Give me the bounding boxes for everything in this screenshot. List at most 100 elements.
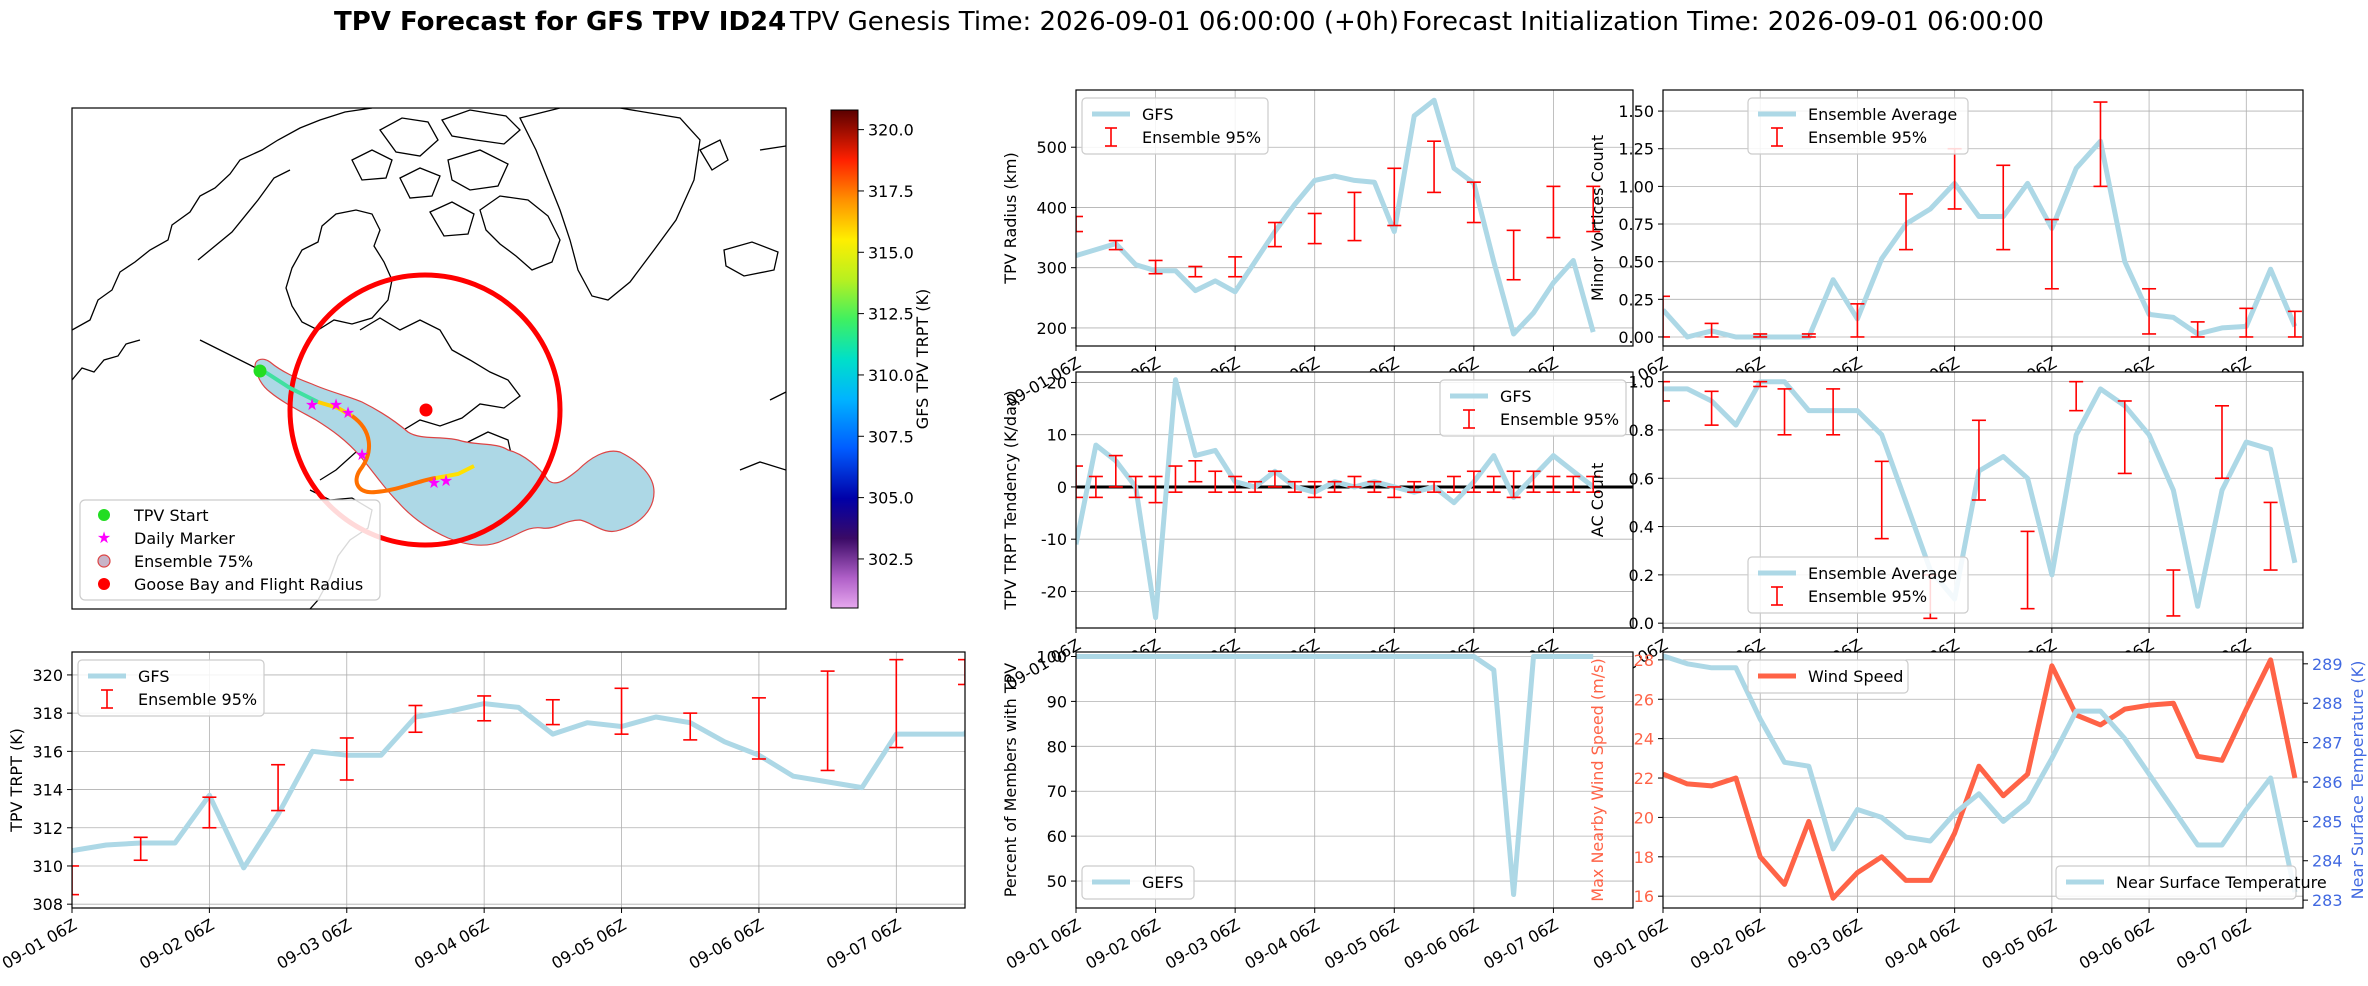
tendency-error-bars xyxy=(1076,454,1601,504)
trpt-ytick-label: 312 xyxy=(32,819,63,838)
wind-y2tick-label: 288 xyxy=(2312,694,2343,713)
radius-error-bar xyxy=(1267,221,1282,248)
minor-series-line xyxy=(1663,138,2298,340)
percent-ytick-label: 50 xyxy=(1047,872,1067,891)
trpt-xtick-label: 09-02 06Z xyxy=(136,915,217,973)
ac-grid xyxy=(1662,372,2303,628)
percent-plot-area xyxy=(1076,652,1633,908)
tendency-error-bar xyxy=(1367,480,1382,493)
percent-frame xyxy=(1075,651,1634,909)
wind-legend: Near Surface Temperature xyxy=(2055,865,2327,900)
tendency-error-bar xyxy=(1526,470,1541,493)
ensemble-patch-icon xyxy=(97,554,111,568)
minor-error-bar xyxy=(1850,303,1865,338)
trpt-error-bar xyxy=(133,836,148,862)
wind-xtick-label: 09-04 06Z xyxy=(1881,915,1962,973)
ac-legend-label: Ensemble 95% xyxy=(1808,587,1927,606)
minor-error-bar xyxy=(2190,321,2205,338)
minor-legend-label: Ensemble Average xyxy=(1808,105,1957,124)
percent-xtick-label: 09-06 06Z xyxy=(1401,915,1482,973)
ac-error-bar xyxy=(2166,569,2181,617)
daily-markers: ★ ★ ★ ★ ★ ★ xyxy=(305,395,453,492)
trpt-ylabel: TPV TRPT (K) xyxy=(7,728,26,833)
tendency-error-bar xyxy=(1546,475,1561,493)
tendency-error-bar xyxy=(1228,475,1243,493)
wind-series-line xyxy=(1663,653,2298,893)
percent-ytick-label: 70 xyxy=(1047,782,1067,801)
radius-frame xyxy=(1075,89,1634,347)
goose-bay-marker xyxy=(419,403,433,417)
tendency-ytick-label: -20 xyxy=(1041,582,1067,601)
trpt-error-bar xyxy=(202,796,217,829)
wind-grid xyxy=(1662,652,2303,908)
percent-xtick-label: 09-04 06Z xyxy=(1241,915,1322,973)
tendency-error-bar xyxy=(1128,475,1143,499)
daily-marker: ★ xyxy=(427,473,441,492)
figure-title-init: Forecast Initialization Time: 2026-09-01… xyxy=(1402,7,2044,37)
trpt-error-bar xyxy=(820,670,835,772)
wind-ytick-label: 28 xyxy=(1634,651,1654,670)
tendency-error-bar xyxy=(1586,475,1601,493)
trpt-error-bar xyxy=(614,687,629,735)
ac-error-bar xyxy=(1874,460,1889,540)
ac-ytick-label: 0.8 xyxy=(1629,421,1654,440)
colorbar-tick-label: 317.5 xyxy=(868,182,914,201)
trpt-error-bar xyxy=(545,698,560,726)
legend-errorbar-icon xyxy=(1771,586,1783,606)
trpt-ytick-label: 318 xyxy=(32,704,63,723)
tendency-error-bar xyxy=(1387,486,1402,499)
percent-ylabel: Percent of Members with TPV xyxy=(1001,663,1020,897)
ac-error-bar xyxy=(1663,380,1670,402)
daily-marker: ★ xyxy=(341,403,355,422)
ac-legend-box xyxy=(1747,556,1969,614)
ac-ytick-label: 0.0 xyxy=(1629,614,1654,633)
wind-ytick-label: 22 xyxy=(1634,769,1654,788)
tendency-legend-label: Ensemble 95% xyxy=(1500,410,1619,429)
trpt-xtick-label: 09-04 06Z xyxy=(411,915,492,973)
map-frame xyxy=(71,107,787,610)
wind-xtick-label: 09-03 06Z xyxy=(1784,915,1865,973)
tendency-ytick-label: 10 xyxy=(1047,426,1067,445)
wind-legend-label: Near Surface Temperature xyxy=(2116,873,2327,892)
trpt-xtick-label: 09-06 06Z xyxy=(686,915,767,973)
ac-frame xyxy=(1662,371,2304,629)
ac-error-bars xyxy=(1663,380,2278,620)
tendency-ylabel: TPV TRPT Tendency (K/day) xyxy=(1001,390,1020,610)
trpt-ytick-label: 316 xyxy=(32,742,63,761)
trpt-ytick-label: 314 xyxy=(32,781,63,800)
wind-y2tick-label: 284 xyxy=(2312,852,2343,871)
trpt-legend-label: Ensemble 95% xyxy=(138,690,257,709)
trpt-error-bar xyxy=(477,695,492,722)
tendency-error-bar xyxy=(1108,454,1123,488)
tendency-error-bar xyxy=(1347,475,1362,488)
ac-error-bar xyxy=(1826,388,1841,436)
wind-y2tick-label: 285 xyxy=(2312,812,2343,831)
trpt-xtick-label: 09-03 06Z xyxy=(273,915,354,973)
minor-ytick-label: 0.75 xyxy=(1618,215,1654,234)
minor-ytick-label: 1.50 xyxy=(1618,102,1654,121)
tendency-ytick-label: 0 xyxy=(1057,478,1067,497)
wind-ytick-label: 18 xyxy=(1634,848,1654,867)
percent-xtick-label: 09-02 06Z xyxy=(1082,915,1163,973)
tendency-error-bar xyxy=(1566,475,1581,493)
tendency-frame xyxy=(1075,371,1634,629)
percent-legend: GEFS xyxy=(1081,865,1195,900)
colorbar-tick-label: 305.0 xyxy=(868,489,914,508)
red-dot-icon xyxy=(98,578,110,590)
wind-y2tick-label: 286 xyxy=(2312,773,2343,792)
figure-title-genesis: TPV Genesis Time: 2026-09-01 06:00:00 (+… xyxy=(789,7,1399,37)
tendency-legend-label: GFS xyxy=(1500,387,1531,406)
minor-legend-label: Ensemble 95% xyxy=(1808,128,1927,147)
tendency-error-bar xyxy=(1427,480,1442,493)
tendency-ytick-label: -10 xyxy=(1041,530,1067,549)
radius-error-bar xyxy=(1108,239,1123,251)
wind-legend-label: Wind Speed xyxy=(1808,667,1903,686)
radius-ytick-label: 400 xyxy=(1036,198,1067,217)
wind-ytick-label: 20 xyxy=(1634,808,1654,827)
map-legend-label: Ensemble 75% xyxy=(134,552,253,571)
percent-xtick-label: 09-07 06Z xyxy=(1480,915,1561,973)
